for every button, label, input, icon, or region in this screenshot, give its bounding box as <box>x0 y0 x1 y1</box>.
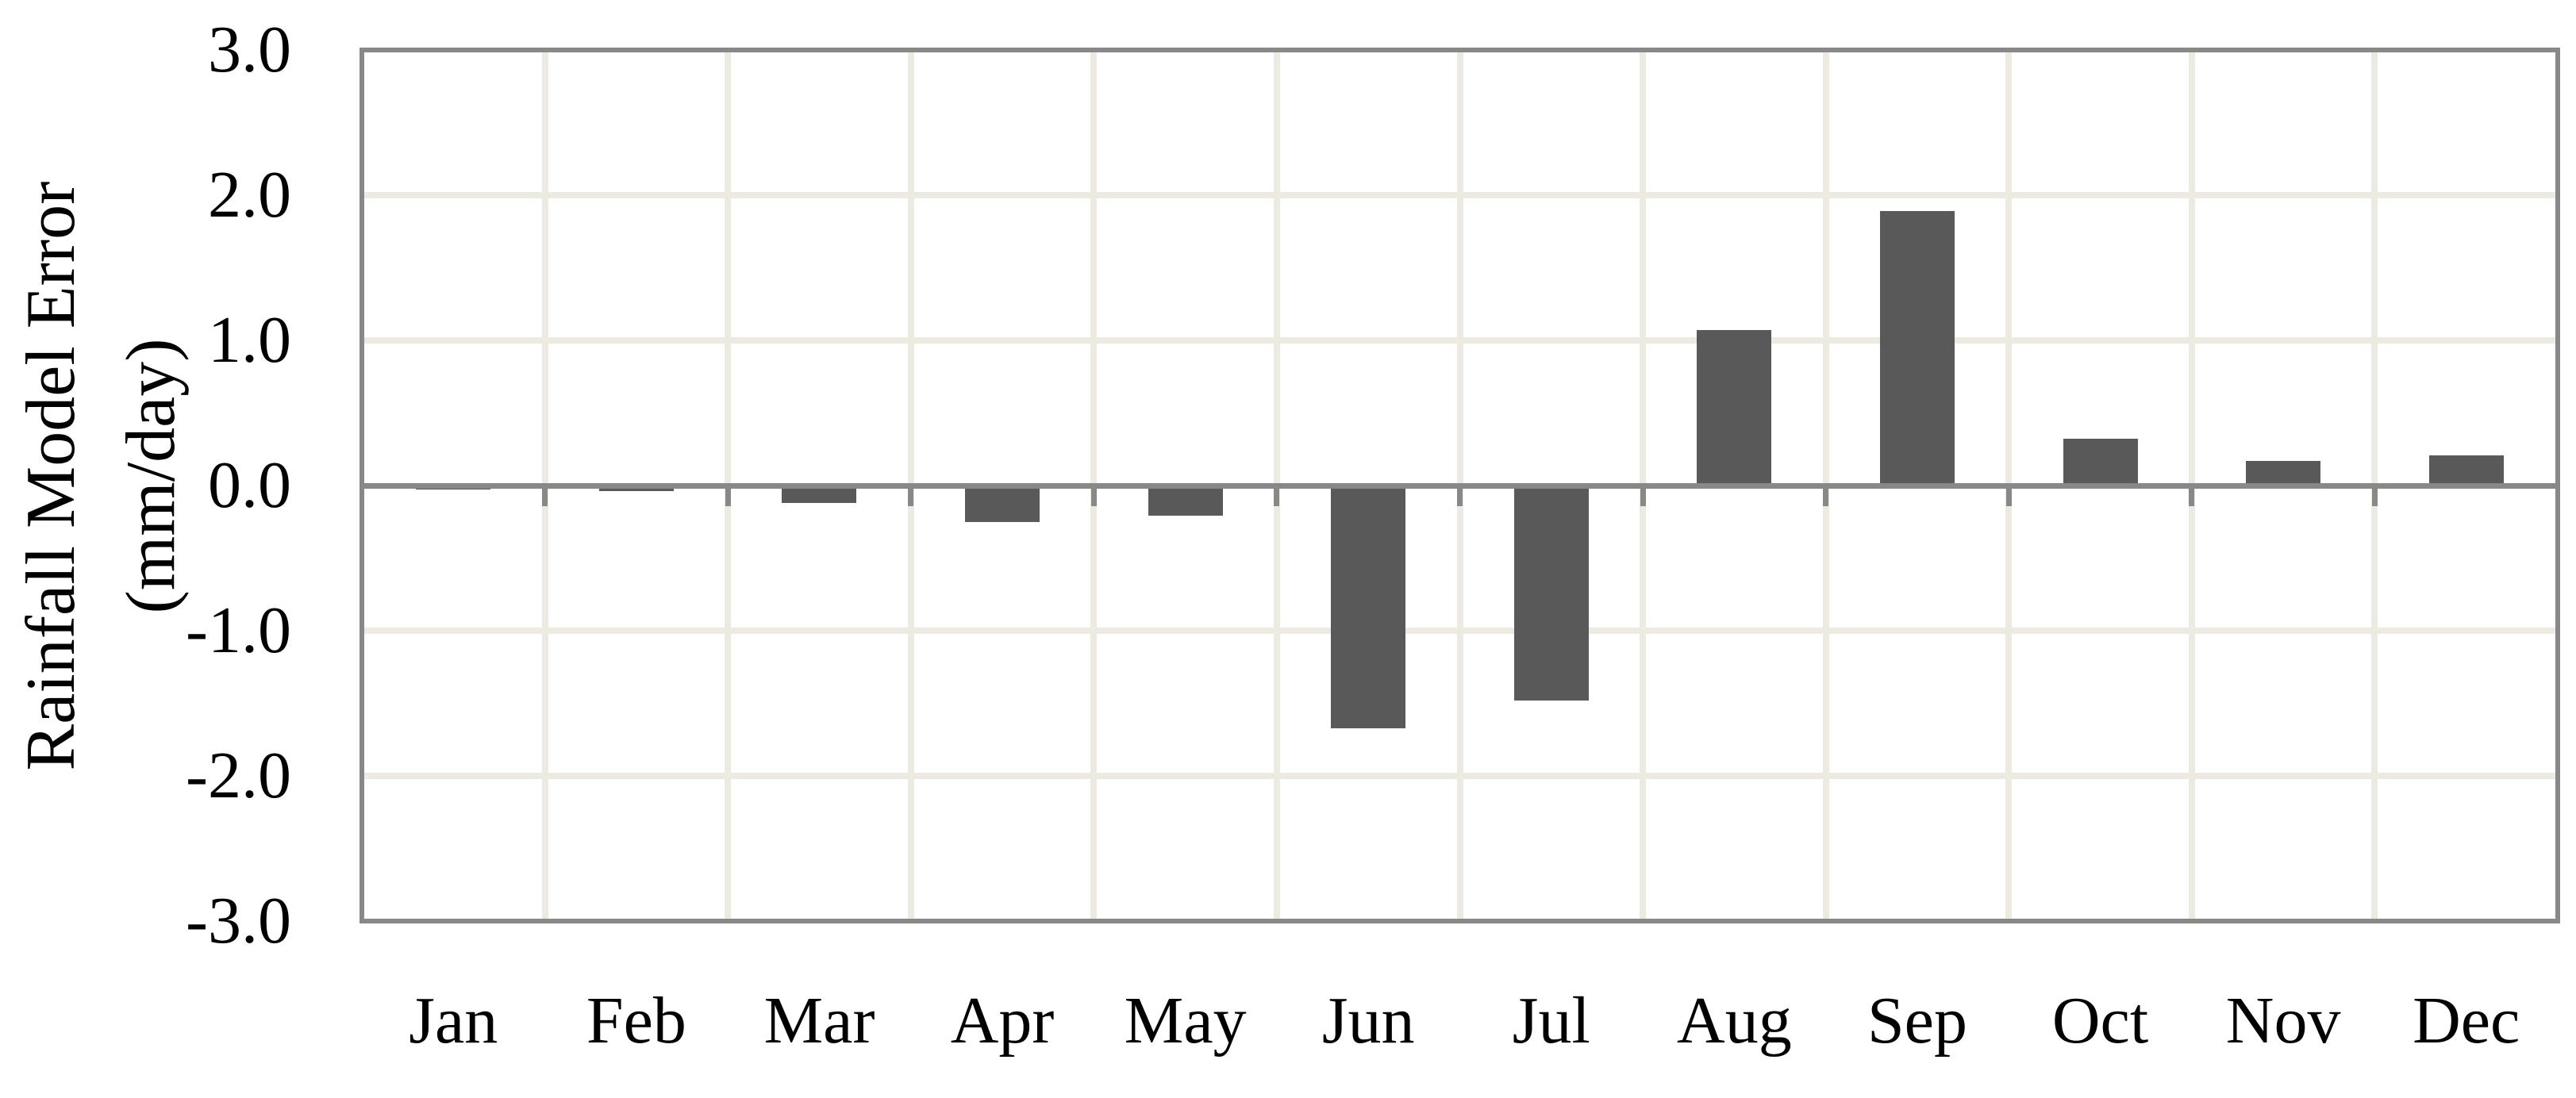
x-axis-label-jun: Jun <box>1321 984 1415 1058</box>
plot-area <box>362 50 2558 921</box>
y-axis-title-line-2: (mm/day) <box>113 338 190 614</box>
y-axis-title-line-1: Rainfall Model Error <box>13 181 90 771</box>
x-axis-tick-4 <box>1090 486 1097 506</box>
bar-mar <box>782 486 857 503</box>
x-axis-tick-6 <box>1457 486 1463 506</box>
y-tick-label--1.0: -1.0 <box>186 593 291 667</box>
x-axis-label-sep: Sep <box>1867 984 1967 1058</box>
x-axis-label-jan: Jan <box>409 984 498 1058</box>
x-axis-label-oct: Oct <box>2051 984 2149 1058</box>
x-axis-tick-2 <box>725 486 731 506</box>
y-tick-label-3.0: 3.0 <box>208 13 291 86</box>
y-tick-label-2.0: 2.0 <box>208 158 291 232</box>
y-tick-label-1.0: 1.0 <box>208 303 291 377</box>
x-axis-label-jul: Jul <box>1512 984 1590 1058</box>
x-axis-tick-3 <box>908 486 914 506</box>
x-axis-label-may: May <box>1124 984 1247 1058</box>
bar-jun <box>1331 486 1406 728</box>
y-tick-label--3.0: -3.0 <box>186 884 291 958</box>
x-axis-label-apr: Apr <box>950 984 1055 1058</box>
bar-aug <box>1697 330 1772 486</box>
bar-oct <box>2063 439 2138 486</box>
bar-dec <box>2428 455 2504 486</box>
bar-sep <box>1879 211 1955 486</box>
bar-feb <box>598 486 674 492</box>
x-axis-label-feb: Feb <box>586 984 686 1058</box>
x-axis-label-aug: Aug <box>1677 984 1792 1058</box>
y-tick-label--2.0: -2.0 <box>186 739 291 812</box>
x-axis-tick-9 <box>2005 486 2012 506</box>
x-axis-tick-7 <box>1640 486 1646 506</box>
x-axis-tick-10 <box>2189 486 2195 506</box>
bar-jul <box>1513 486 1589 701</box>
bar-may <box>1148 486 1223 516</box>
bar-apr <box>965 486 1040 522</box>
bar-nov <box>2246 460 2321 486</box>
x-axis-tick-1 <box>542 486 548 506</box>
y-tick-label-0.0: 0.0 <box>208 448 291 522</box>
x-axis-tick-11 <box>2371 486 2378 506</box>
x-axis-tick-8 <box>1823 486 1829 506</box>
x-axis-label-mar: Mar <box>763 984 875 1058</box>
x-axis-label-nov: Nov <box>2225 984 2341 1058</box>
x-axis-tick-5 <box>1274 486 1280 506</box>
y-axis-title: Rainfall Model Error (mm/day) <box>2 182 202 771</box>
x-axis-label-dec: Dec <box>2413 984 2520 1058</box>
